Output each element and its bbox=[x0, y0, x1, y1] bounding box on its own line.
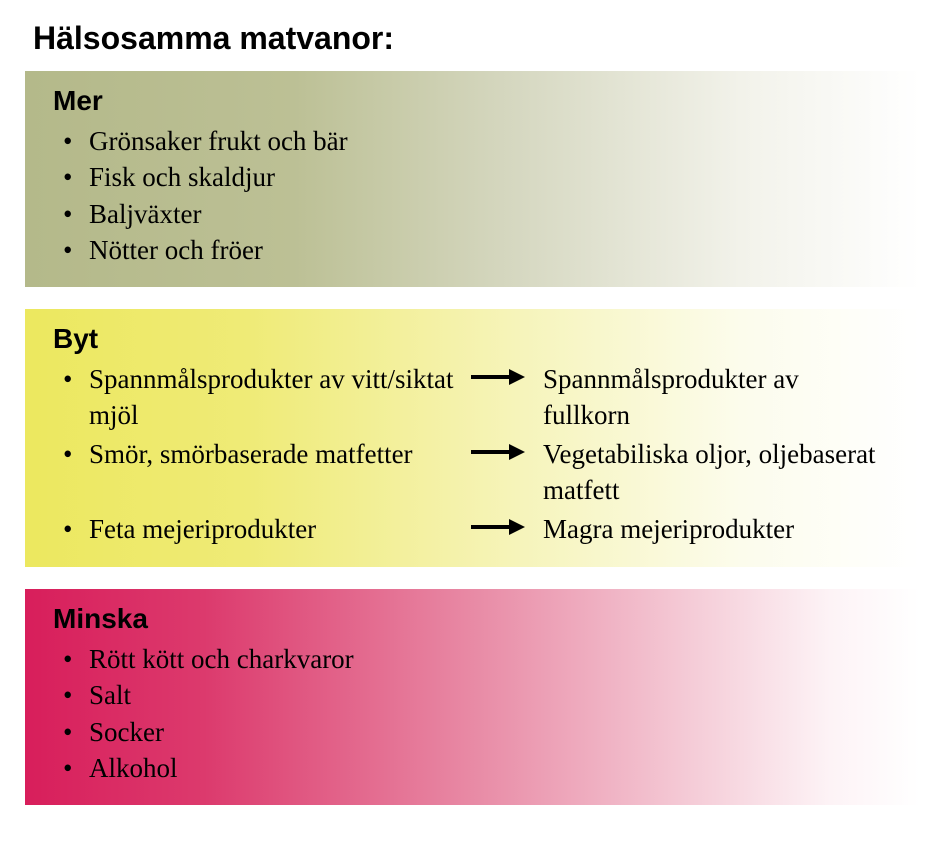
page-title: Hälsosamma matvanor: bbox=[25, 20, 920, 57]
swap-row: • Smör, smörbaserade matfetter Vegetabil… bbox=[63, 436, 892, 509]
swap-to-text: Magra mejeriprodukter bbox=[539, 511, 892, 547]
list-item: Salt bbox=[63, 677, 892, 713]
list-item: Grönsaker frukt och bär bbox=[63, 123, 892, 159]
bullet-icon: • bbox=[63, 511, 89, 547]
panel-byt: Byt • Spannmålsprodukter av vitt/siktat … bbox=[25, 309, 920, 567]
panel-mer: Mer Grönsaker frukt och bär Fisk och ska… bbox=[25, 71, 920, 287]
swap-to-text: Spannmålsprodukter av fullkorn bbox=[539, 361, 892, 434]
swap-from-text: Feta mejeriprodukter bbox=[89, 511, 469, 547]
list-item: Alkohol bbox=[63, 750, 892, 786]
swap-to-text: Vegetabiliska oljor, oljebaserat matfett bbox=[539, 436, 892, 509]
swap-from-text: Spannmålsprodukter av vitt/siktat mjöl bbox=[89, 361, 469, 434]
list-item: Rött kött och charkvaror bbox=[63, 641, 892, 677]
list-item: Fisk och skaldjur bbox=[63, 159, 892, 195]
arrow-right-icon bbox=[469, 436, 539, 462]
arrow-right-icon bbox=[469, 511, 539, 537]
panel-mer-list: Grönsaker frukt och bär Fisk och skaldju… bbox=[53, 123, 892, 269]
bullet-icon: • bbox=[63, 361, 89, 397]
list-item: Socker bbox=[63, 714, 892, 750]
panel-mer-heading: Mer bbox=[53, 85, 892, 117]
panel-byt-list: • Spannmålsprodukter av vitt/siktat mjöl… bbox=[53, 361, 892, 547]
panel-minska: Minska Rött kött och charkvaror Salt Soc… bbox=[25, 589, 920, 805]
bullet-icon: • bbox=[63, 436, 89, 472]
swap-from-text: Smör, smörbaserade matfetter bbox=[89, 436, 469, 472]
panel-minska-heading: Minska bbox=[53, 603, 892, 635]
list-item: Baljväxter bbox=[63, 196, 892, 232]
swap-row: • Feta mejeriprodukter Magra mejeriprodu… bbox=[63, 511, 892, 547]
panel-minska-list: Rött kött och charkvaror Salt Socker Alk… bbox=[53, 641, 892, 787]
list-item: Nötter och fröer bbox=[63, 232, 892, 268]
panel-byt-heading: Byt bbox=[53, 323, 892, 355]
arrow-right-icon bbox=[469, 361, 539, 387]
swap-row: • Spannmålsprodukter av vitt/siktat mjöl… bbox=[63, 361, 892, 434]
